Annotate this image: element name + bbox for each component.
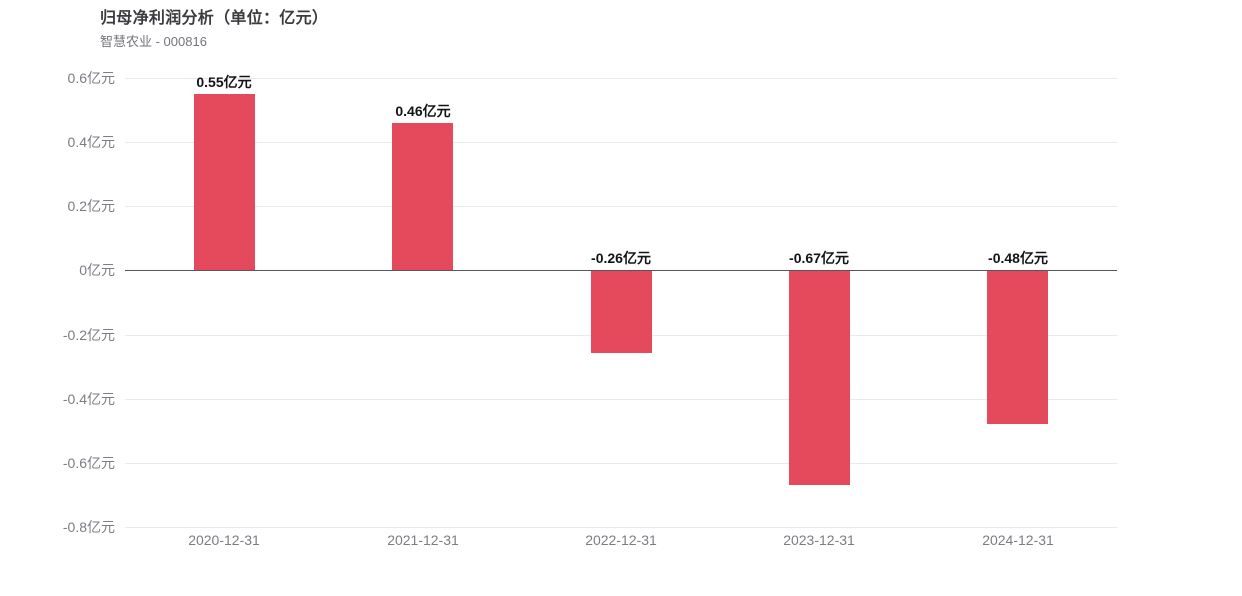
- gridline: [125, 206, 1117, 207]
- y-axis-tick-label: -0.6亿元: [62, 455, 115, 471]
- bar-value-label: 0.46亿元: [395, 103, 451, 119]
- gridline: [125, 78, 1117, 79]
- bar-value-label: -0.48亿元: [988, 250, 1048, 266]
- bar[interactable]: [987, 270, 1048, 424]
- gridline: [125, 142, 1117, 143]
- x-axis-tick-label: 2020-12-31: [188, 532, 260, 548]
- y-axis-tick-label: -0.8亿元: [62, 519, 115, 535]
- gridline: [125, 463, 1117, 464]
- y-axis-tick-label: 0.4亿元: [67, 134, 115, 150]
- gridline: [125, 527, 1117, 528]
- bar[interactable]: [392, 123, 453, 271]
- y-axis-tick-label: 0亿元: [79, 262, 115, 278]
- x-axis-tick-label: 2023-12-31: [783, 532, 855, 548]
- zero-axis-line: [125, 270, 1117, 271]
- bar[interactable]: [591, 270, 652, 353]
- x-axis-tick-label: 2024-12-31: [982, 532, 1054, 548]
- y-axis-tick-label: 0.6亿元: [67, 70, 115, 86]
- y-axis-tick-label: -0.2亿元: [62, 327, 115, 343]
- bar-value-label: -0.26亿元: [591, 250, 651, 266]
- bar[interactable]: [194, 94, 255, 270]
- x-axis-tick-label: 2021-12-31: [387, 532, 459, 548]
- bar[interactable]: [789, 270, 850, 485]
- chart-title: 归母净利润分析（单位：亿元）: [100, 10, 329, 27]
- bar-value-label: -0.67亿元: [789, 250, 849, 266]
- bar-value-label: 0.55亿元: [196, 74, 252, 90]
- x-axis-tick-label: 2022-12-31: [585, 532, 657, 548]
- y-axis-tick-label: -0.4亿元: [62, 391, 115, 407]
- y-axis-tick-label: 0.2亿元: [67, 198, 115, 214]
- chart-subtitle: 智慧农业 - 000816: [100, 34, 207, 49]
- gridline: [125, 399, 1117, 400]
